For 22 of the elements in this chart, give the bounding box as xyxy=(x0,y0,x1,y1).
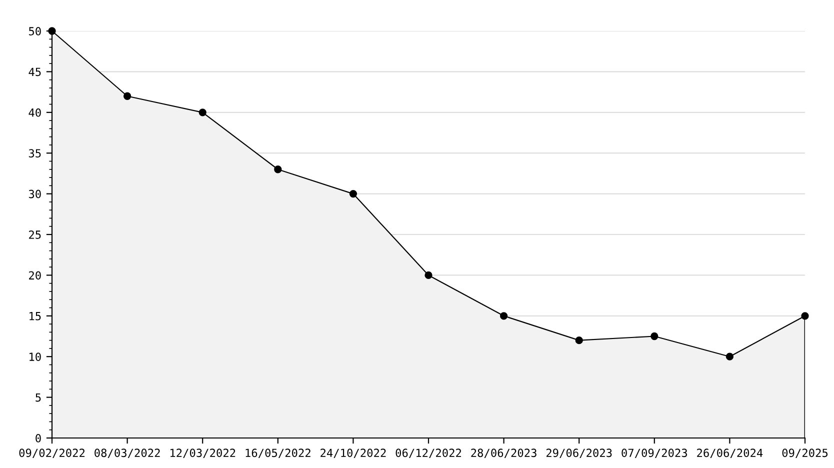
y-tick-label: 25 xyxy=(29,230,41,239)
x-tick-label: 08/03/2022 xyxy=(94,448,160,458)
y-tick-label: 35 xyxy=(28,149,41,158)
x-tick-label: 28/06/2023 xyxy=(471,448,536,458)
x-tick-label: 29/06/2023 xyxy=(546,448,612,458)
x-tick-label: 24/10/2022 xyxy=(320,448,386,458)
y-tick-label: 15 xyxy=(30,312,41,320)
y-tick-label: 10 xyxy=(30,352,41,362)
y-tick-label: 45 xyxy=(28,68,41,76)
x-tick-label: 06/12/2022 xyxy=(396,448,462,458)
y-tick-label: 5 xyxy=(36,393,41,402)
x-tick-label: 09/2025 xyxy=(782,448,828,458)
x-tick-label: 26/06/2024 xyxy=(697,448,763,458)
x-tick-label: 12/03/2022 xyxy=(170,448,236,458)
y-tick-label: 40 xyxy=(28,108,41,117)
x-tick-label: 09/02/2022 xyxy=(19,448,85,458)
x-tick-label: 07/09/2023 xyxy=(622,448,688,458)
y-tick-label: 50 xyxy=(28,27,41,36)
x-tick-label: 16/05/2022 xyxy=(246,448,310,458)
y-tick-label: 20 xyxy=(29,271,41,280)
y-tick-label: 0 xyxy=(36,434,41,442)
y-tick-label: 30 xyxy=(28,190,41,198)
